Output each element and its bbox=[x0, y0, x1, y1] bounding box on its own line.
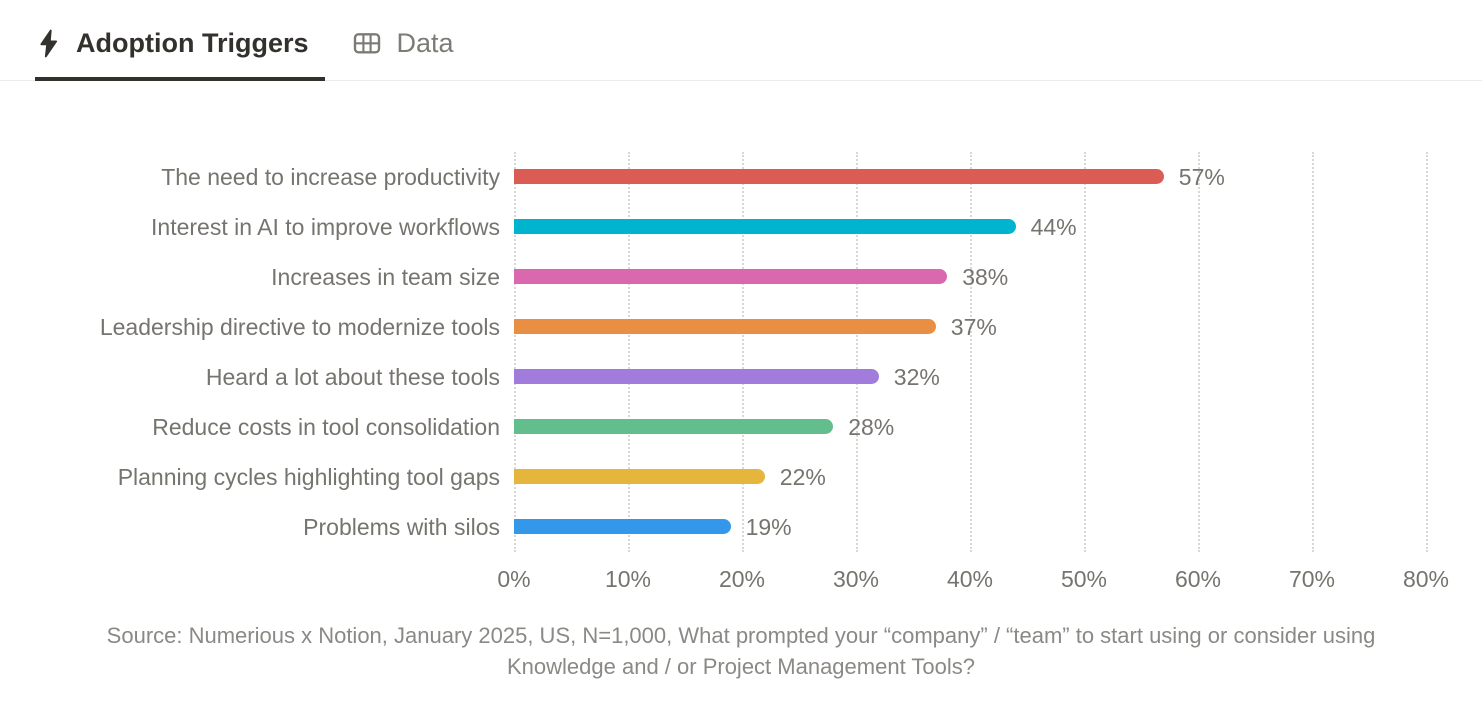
category-label: Increases in team size bbox=[271, 264, 500, 290]
category-label: Problems with silos bbox=[303, 514, 500, 540]
bar-value-label: 32% bbox=[893, 364, 940, 390]
category-label: Leadership directive to modernize tools bbox=[99, 314, 500, 340]
x-tick-label: 50% bbox=[1060, 566, 1108, 592]
bar-value-label: 44% bbox=[1030, 214, 1077, 240]
bar-value-label: 28% bbox=[848, 414, 895, 440]
x-tick-label: 40% bbox=[946, 566, 994, 592]
row-plot: 44% bbox=[514, 202, 1426, 252]
chart-row: Problems with silos 19% bbox=[0, 502, 1482, 552]
category-label: Reduce costs in tool consolidation bbox=[152, 414, 500, 440]
chart-row: Increases in team size 38% bbox=[0, 252, 1482, 302]
row-plot: 37% bbox=[514, 302, 1426, 352]
table-icon bbox=[351, 27, 383, 59]
x-tick-label: 60% bbox=[1174, 566, 1222, 592]
category-label: Planning cycles highlighting tool gaps bbox=[117, 464, 500, 490]
tab-label: Data bbox=[396, 27, 454, 58]
bar-value-label: 19% bbox=[745, 514, 792, 540]
x-tick-label: 70% bbox=[1288, 566, 1336, 592]
chart-row: Planning cycles highlighting tool gaps 22… bbox=[0, 452, 1482, 502]
tab-bar: Adoption Triggers Data bbox=[0, 0, 1482, 81]
bar bbox=[514, 269, 948, 284]
bar-value-label: 57% bbox=[1178, 164, 1225, 190]
bar-chart: The need to increase productivity 57% Inte… bbox=[0, 152, 1482, 598]
x-axis: 0% 10% 20% 30% 40% 50% 60% 70% 80% bbox=[497, 552, 1449, 598]
source-caption: Source: Numerious x Notion, January 2025… bbox=[106, 623, 1376, 680]
row-plot: 32% bbox=[514, 352, 1426, 402]
tab-adoption-triggers[interactable]: Adoption Triggers bbox=[35, 0, 325, 81]
bar bbox=[514, 469, 765, 484]
category-label: The need to increase productivity bbox=[161, 164, 500, 190]
bar bbox=[514, 519, 731, 534]
lightning-icon bbox=[35, 28, 62, 59]
chart-row: Interest in AI to improve workflows 44% bbox=[0, 202, 1482, 252]
bar bbox=[514, 219, 1016, 234]
chart-row: Reduce costs in tool consolidation 28% bbox=[0, 402, 1482, 452]
bar bbox=[514, 369, 879, 384]
row-plot: 38% bbox=[514, 252, 1426, 302]
row-plot: 28% bbox=[514, 402, 1426, 452]
bar-value-label: 38% bbox=[962, 264, 1009, 290]
chart-row: Leadership directive to modernize tools 3… bbox=[0, 302, 1482, 352]
bar-value-label: 22% bbox=[779, 464, 826, 490]
bar-value-label: 37% bbox=[950, 314, 997, 340]
chart-row: The need to increase productivity 57% bbox=[0, 152, 1482, 202]
chart-row: Heard a lot about these tools 32% bbox=[0, 352, 1482, 402]
x-tick-label: 10% bbox=[604, 566, 652, 592]
row-plot: 19% bbox=[514, 502, 1426, 552]
bar bbox=[514, 319, 936, 334]
category-label: Interest in AI to improve workflows bbox=[151, 214, 500, 240]
x-tick-label: 0% bbox=[497, 566, 531, 592]
row-plot: 57% bbox=[514, 152, 1426, 202]
chart-rows: The need to increase productivity 57% Inte… bbox=[0, 152, 1482, 552]
bar bbox=[514, 169, 1164, 184]
category-label: Heard a lot about these tools bbox=[205, 364, 500, 390]
tab-label: Adoption Triggers bbox=[76, 27, 309, 58]
row-plot: 22% bbox=[514, 452, 1426, 502]
bar bbox=[514, 419, 834, 434]
tab-data[interactable]: Data bbox=[351, 0, 470, 80]
x-tick-label: 80% bbox=[1402, 566, 1450, 592]
x-tick-label: 30% bbox=[832, 566, 880, 592]
x-tick-label: 20% bbox=[718, 566, 766, 592]
